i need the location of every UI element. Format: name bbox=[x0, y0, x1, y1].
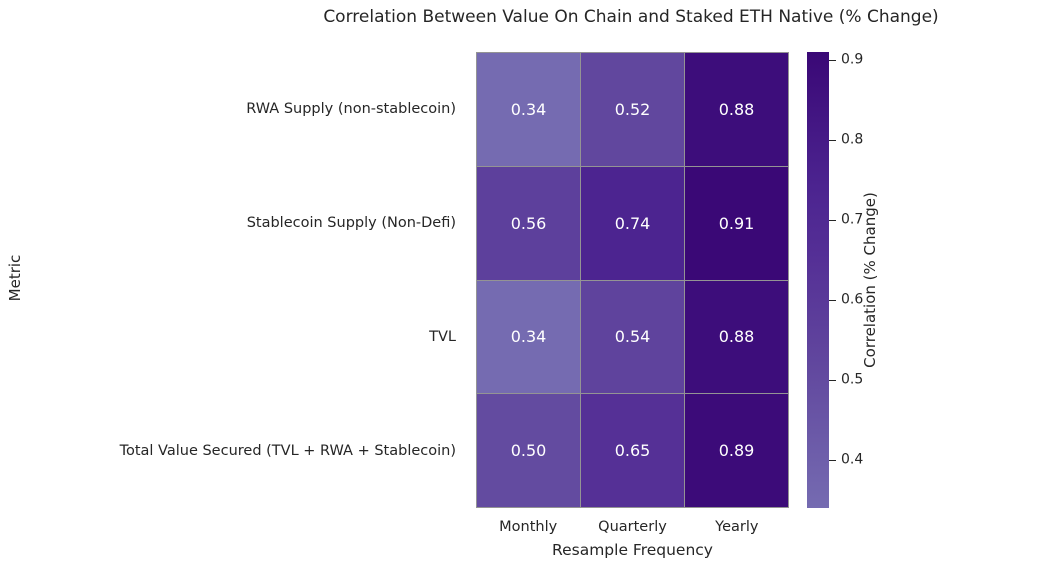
y-tick-labels: RWA Supply (non-stablecoin) Stablecoin Su… bbox=[0, 52, 466, 508]
heatmap-cell: 0.74 bbox=[581, 166, 684, 280]
colorbar-tick-label: 0.7 bbox=[841, 211, 864, 228]
colorbar-tick-mark bbox=[829, 140, 836, 142]
row-label: Total Value Secured (TVL + RWA + Stablec… bbox=[119, 443, 456, 459]
colorbar-tick-mark bbox=[829, 300, 836, 302]
heatmap: 0.34 0.52 0.88 0.56 0.74 0.91 0.34 0.54 0.88 0.50… bbox=[476, 52, 789, 508]
heatmap-cell: 0.50 bbox=[477, 394, 580, 507]
x-axis-label: Resample Frequency bbox=[552, 541, 713, 559]
colorbar-tick-mark bbox=[829, 220, 836, 222]
colorbar-tick-label: 0.9 bbox=[841, 51, 864, 68]
colorbar bbox=[807, 52, 829, 508]
col-label: Monthly bbox=[499, 519, 558, 535]
colorbar-tick-label: 0.8 bbox=[841, 131, 864, 148]
col-label: Quarterly bbox=[598, 519, 667, 535]
colorbar-tick-label: 0.4 bbox=[841, 451, 864, 468]
heatmap-cell: 0.88 bbox=[685, 53, 788, 166]
heatmap-cell: 0.56 bbox=[477, 166, 580, 280]
col-label: Yearly bbox=[715, 519, 759, 535]
colorbar-tick-label: 0.5 bbox=[841, 371, 864, 388]
heatmap-cell: 0.52 bbox=[581, 53, 684, 166]
row-label: TVL bbox=[429, 329, 456, 345]
heatmap-cell: 0.34 bbox=[477, 53, 580, 166]
colorbar-tick-mark bbox=[829, 460, 836, 462]
chart-title: Correlation Between Value On Chain and S… bbox=[323, 7, 939, 27]
heatmap-cell: 0.54 bbox=[581, 280, 684, 394]
heatmap-cell: 0.88 bbox=[685, 280, 788, 394]
colorbar-tick-mark bbox=[829, 60, 836, 62]
heatmap-cell: 0.34 bbox=[477, 280, 580, 394]
heatmap-cell: 0.65 bbox=[581, 394, 684, 507]
heatmap-cell: 0.91 bbox=[685, 166, 788, 280]
colorbar-label: Correlation (% Change) bbox=[861, 192, 879, 368]
row-label: Stablecoin Supply (Non-Defi) bbox=[246, 215, 456, 231]
colorbar-tick-label: 0.6 bbox=[841, 291, 864, 308]
x-tick-labels: Monthly Quarterly Yearly bbox=[476, 519, 789, 535]
row-label: RWA Supply (non-stablecoin) bbox=[246, 101, 456, 117]
heatmap-cell: 0.89 bbox=[685, 394, 788, 507]
colorbar-tick-mark bbox=[829, 380, 836, 382]
